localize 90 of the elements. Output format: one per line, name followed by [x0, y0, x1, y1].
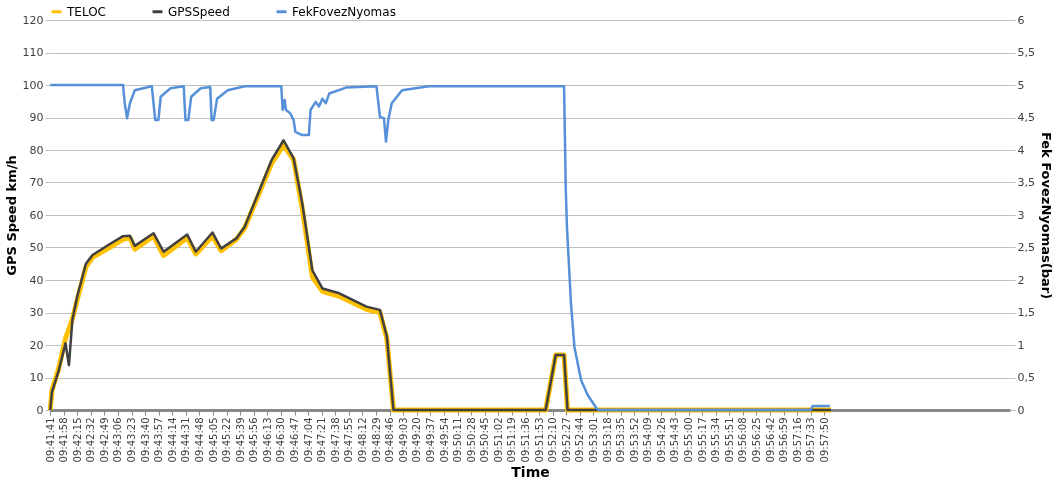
- x-tick-label: 09:55:00: [683, 417, 695, 463]
- legend-label: FekFovezNyomas: [292, 4, 396, 19]
- legend-label: TELOC: [66, 4, 106, 19]
- x-tick-label: 09:51:19: [506, 417, 518, 463]
- x-tick-label: 09:44:48: [193, 417, 205, 463]
- x-tick-label: 09:52:27: [560, 417, 572, 463]
- y2-tick-label: 0,5: [1017, 371, 1035, 384]
- x-tick-label: 09:47:21: [316, 417, 328, 463]
- y-tick-label: 0: [36, 403, 44, 417]
- x-tick-label: 09:52:10: [547, 417, 559, 463]
- x-tick-label: 09:43:40: [139, 417, 151, 463]
- x-tick-label: 09:57:16: [791, 417, 803, 463]
- x-tick-label: 09:46:47: [289, 417, 301, 463]
- y2-tick-label: 2: [1017, 273, 1025, 287]
- y-axis-title: GPS Speed km/h: [3, 155, 19, 276]
- y2-tick-label: 3: [1017, 208, 1025, 222]
- legend-label: GPSSpeed: [168, 4, 230, 19]
- x-tick-label: 09:51:02: [492, 417, 504, 463]
- x-tick-label: 09:41:58: [58, 417, 70, 463]
- y-tick-label: 10: [29, 371, 44, 384]
- x-tick-label: 09:48:29: [370, 417, 382, 463]
- x-tick-label: 09:48:46: [384, 417, 396, 463]
- x-tick-label: 09:48:12: [356, 417, 368, 463]
- x-tick-label: 09:47:38: [329, 417, 341, 463]
- x-tick-label: 09:53:18: [601, 417, 613, 463]
- y2-tick-label: 2,5: [1017, 241, 1035, 254]
- x-tick-label: 09:57:33: [805, 417, 817, 463]
- x-tick-label: 09:49:54: [438, 417, 450, 463]
- x-tick-label: 09:57:50: [818, 417, 830, 463]
- y2-tick-label: 3,5: [1017, 176, 1035, 189]
- y-tick-label: 90: [29, 111, 44, 124]
- x-tick-label: 09:43:06: [112, 417, 124, 463]
- y2-tick-label: 4: [1017, 143, 1025, 157]
- x-tick-label: 09:47:04: [302, 417, 314, 463]
- y-tick-label: 70: [29, 176, 44, 189]
- x-tick-label: 09:44:14: [166, 417, 178, 463]
- x-tick-label: 09:56:25: [750, 417, 762, 463]
- y-tick-label: 80: [29, 143, 44, 157]
- y-tick-label: 60: [29, 208, 44, 222]
- y-tick-label: 120: [22, 13, 44, 27]
- y2-tick-label: 6: [1017, 13, 1025, 27]
- x-tick-label: 09:53:52: [628, 417, 640, 463]
- y2-tick-label: 1,5: [1017, 306, 1035, 319]
- y-tick-label: 100: [22, 78, 44, 92]
- x-tick-label: 09:43:23: [126, 417, 138, 463]
- x-tick-label: 09:55:34: [710, 417, 722, 463]
- x-tick-label: 09:45:56: [248, 417, 260, 463]
- x-tick-label: 09:49:03: [397, 417, 409, 463]
- y-tick-label: 110: [22, 46, 44, 59]
- x-tick-label: 09:53:35: [615, 417, 627, 463]
- x-tick-label: 09:44:31: [180, 417, 192, 463]
- y-tick-label: 50: [29, 241, 44, 254]
- x-tick-label: 09:53:01: [587, 417, 599, 463]
- x-tick-label: 09:50:11: [452, 417, 464, 463]
- x-tick-label: 09:43:57: [153, 417, 165, 463]
- x-tick-label: 09:56:42: [764, 417, 776, 463]
- x-tick-label: 09:55:17: [696, 417, 708, 463]
- y-tick-label: 20: [29, 338, 44, 352]
- x-tick-label: 09:47:55: [343, 417, 355, 463]
- x-tick-label: 09:49:20: [411, 417, 423, 463]
- y-tick-label: 30: [29, 306, 44, 319]
- x-tick-label: 09:56:59: [778, 417, 790, 463]
- y2-tick-label: 4,5: [1017, 111, 1035, 124]
- x-tick-label: 09:45:22: [221, 417, 233, 463]
- x-tick-label: 09:45:39: [234, 417, 246, 463]
- x-tick-label: 09:46:13: [261, 417, 273, 463]
- x-tick-label: 09:50:28: [465, 417, 477, 463]
- y2-tick-label: 5,5: [1017, 46, 1035, 59]
- y2-tick-label: 1: [1017, 338, 1025, 352]
- x-tick-label: 09:51:36: [520, 417, 532, 463]
- x-tick-label: 09:42:15: [71, 417, 83, 463]
- y2-axis-title: Fek FovezNyomas(bar): [1038, 131, 1054, 300]
- x-tick-label: 09:42:32: [85, 417, 97, 463]
- x-tick-label: 09:41:41: [44, 417, 56, 463]
- x-tick-label: 09:51:53: [533, 417, 545, 463]
- x-tick-label: 09:52:44: [574, 417, 586, 463]
- x-tick-label: 09:50:45: [479, 417, 491, 463]
- x-tick-label: 09:54:43: [669, 417, 681, 463]
- x-tick-label: 09:49:37: [424, 417, 436, 463]
- x-tick-label: 09:55:51: [723, 417, 735, 463]
- x-tick-label: 09:45:05: [207, 417, 219, 463]
- x-tick-label: 09:42:49: [98, 417, 110, 463]
- x-tick-label: 09:54:26: [655, 417, 667, 463]
- y2-tick-label: 5: [1017, 78, 1025, 92]
- x-tick-label: 09:54:09: [642, 417, 654, 463]
- x-axis-title: Time: [511, 464, 550, 481]
- y2-tick-label: 0: [1017, 403, 1025, 417]
- y-tick-label: 40: [29, 273, 44, 287]
- x-tick-label: 09:56:08: [737, 417, 749, 463]
- x-tick-label: 09:46:30: [275, 417, 287, 463]
